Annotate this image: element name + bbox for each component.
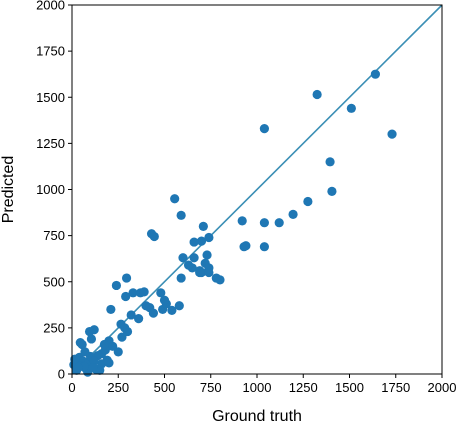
data-point (134, 314, 144, 324)
data-point (259, 124, 269, 134)
x-tick-label: 0 (68, 380, 75, 395)
data-point (370, 69, 380, 79)
data-point (174, 301, 184, 311)
y-tick-label: 1000 (36, 182, 65, 197)
x-tick-label: 1500 (335, 380, 364, 395)
data-point (189, 237, 199, 247)
data-point (274, 218, 284, 228)
x-tick-label: 500 (154, 380, 176, 395)
data-point (303, 196, 313, 207)
y-tick-label: 500 (43, 274, 65, 289)
data-point (148, 308, 158, 318)
data-point (126, 310, 136, 320)
y-tick-label: 1250 (36, 136, 65, 151)
data-point (121, 273, 132, 283)
data-point (156, 288, 166, 298)
data-point (312, 89, 322, 100)
data-point (139, 287, 149, 297)
data-point (204, 232, 214, 243)
data-point (178, 253, 188, 263)
data-point (176, 273, 186, 283)
y-tick-label: 1500 (36, 90, 65, 105)
data-point (113, 347, 123, 357)
y-tick-label: 250 (43, 320, 65, 335)
data-point (259, 242, 269, 252)
data-point (121, 291, 131, 302)
identity-line (71, 4, 443, 375)
ticks-layer: 0 250 500 750 1000 1250 1500 1750 2000 0 250 500 750… (36, 0, 456, 395)
data-point (183, 260, 194, 270)
y-tick-label: 750 (43, 228, 65, 243)
data-point (128, 288, 138, 298)
data-point (99, 339, 109, 350)
data-point (239, 242, 249, 252)
data-point (204, 267, 214, 278)
data-point (86, 334, 97, 344)
y-tick-label: 0 (58, 367, 65, 382)
data-point (189, 253, 199, 263)
y-axis-title: Predicted (0, 156, 17, 224)
x-tick-label: 750 (200, 380, 222, 395)
data-point (288, 209, 298, 220)
data-point (75, 338, 85, 348)
data-point (111, 280, 121, 291)
data-point (237, 216, 247, 226)
data-point (259, 218, 269, 228)
data-point (215, 275, 225, 285)
x-tick-label: 1000 (243, 380, 272, 395)
data-point (159, 295, 170, 305)
reference-line-layer (71, 4, 443, 375)
points-layer (69, 69, 397, 377)
data-point (80, 347, 90, 357)
x-axis-title: Ground truth (212, 408, 302, 425)
data-point (167, 305, 177, 315)
data-point (346, 103, 356, 113)
data-point (170, 194, 180, 204)
data-point (387, 129, 397, 139)
data-point (176, 210, 186, 220)
data-point (195, 267, 205, 278)
data-point (73, 362, 84, 373)
data-point (327, 186, 337, 196)
x-tick-label: 2000 (428, 380, 457, 395)
data-point (106, 304, 116, 315)
y-tick-label: 2000 (36, 0, 65, 13)
x-tick-label: 1750 (381, 380, 410, 395)
y-tick-label: 1750 (36, 44, 65, 59)
data-point (84, 326, 95, 337)
data-point (88, 362, 98, 373)
data-point (149, 231, 159, 242)
data-point (196, 236, 207, 246)
data-point (325, 157, 335, 167)
data-point (102, 355, 112, 365)
data-point (198, 221, 208, 231)
x-tick-label: 250 (107, 380, 129, 395)
data-point (202, 250, 212, 260)
x-tick-label: 1250 (289, 380, 318, 395)
data-point (122, 326, 133, 337)
